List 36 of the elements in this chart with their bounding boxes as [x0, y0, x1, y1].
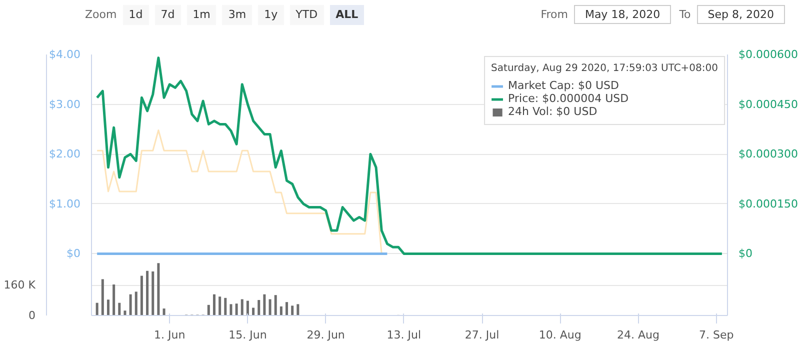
legend-label: 24h Vol: $0 USD [508, 105, 598, 118]
x-tick-label: 29. Jun [306, 328, 345, 342]
y2-tick-label: $0.000150 [738, 197, 798, 210]
x-tick-label: 13. Jul [386, 328, 422, 342]
legend-title: Saturday, Aug 29 2020, 17:59:03 UTC+08:00 [491, 63, 718, 74]
x-tick-label: 24. Aug [617, 328, 660, 342]
text: ALL [330, 5, 364, 25]
text: From [540, 8, 568, 21]
y2-tick-label: $0.000600 [738, 48, 798, 61]
text: To [679, 8, 691, 21]
y-tick-label: $3.00 [49, 98, 81, 111]
y3-tick-label: 160 K [4, 278, 36, 292]
text: 3m [222, 5, 252, 25]
x-tick-label: 1. Jun [154, 328, 186, 342]
y3-tick-label: 0 [28, 309, 36, 322]
text: 7d [154, 5, 181, 25]
y2-tick-label: $0.000300 [738, 148, 798, 161]
legend-label: Price: $0.000004 USD [508, 92, 629, 105]
text: 1m [186, 5, 216, 25]
legend-label: Market Cap: $0 USD [508, 79, 619, 92]
y-tick-label: $0 [66, 247, 81, 260]
text: 1d [122, 5, 149, 25]
x-tick-label: 27. Jul [464, 328, 500, 342]
y-tick-label: $1.00 [49, 197, 81, 210]
x-tick-label: 15. Jun [228, 328, 267, 342]
text: Zoom [85, 8, 117, 21]
text: May 18, 2020 [574, 5, 672, 24]
y2-tick-label: $0 [738, 247, 752, 260]
y-tick-label: $4.00 [49, 48, 81, 61]
y2-tick-label: $0.000450 [738, 98, 798, 111]
y-tick-label: $2.00 [49, 148, 81, 161]
x-tick-label: 7. Sep [698, 328, 734, 342]
text: Sep 8, 2020 [696, 5, 785, 24]
text: 1y [258, 5, 284, 25]
text: YTD [290, 5, 324, 25]
x-tick-label: 10. Aug [538, 328, 582, 342]
